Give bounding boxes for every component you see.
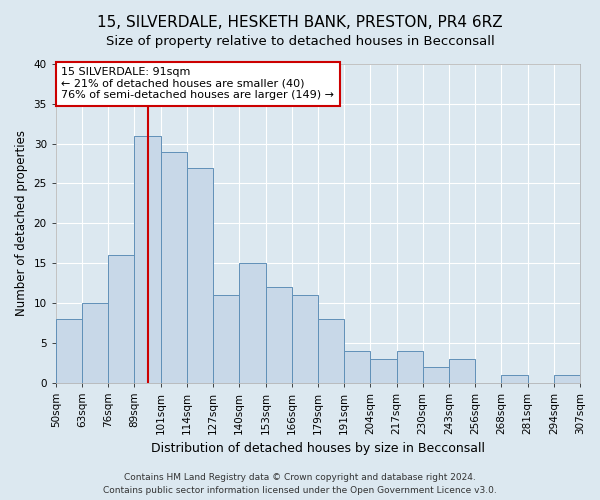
Bar	[108, 255, 134, 382]
Bar	[239, 263, 265, 382]
Bar	[554, 374, 580, 382]
Text: Contains HM Land Registry data © Crown copyright and database right 2024.
Contai: Contains HM Land Registry data © Crown c…	[103, 474, 497, 495]
Y-axis label: Number of detached properties: Number of detached properties	[15, 130, 28, 316]
Bar	[397, 350, 423, 382]
Bar	[502, 374, 527, 382]
Bar	[134, 136, 161, 382]
Text: 15 SILVERDALE: 91sqm
← 21% of detached houses are smaller (40)
76% of semi-detac: 15 SILVERDALE: 91sqm ← 21% of detached h…	[61, 67, 334, 100]
Bar	[449, 358, 475, 382]
Text: 15, SILVERDALE, HESKETH BANK, PRESTON, PR4 6RZ: 15, SILVERDALE, HESKETH BANK, PRESTON, P…	[97, 15, 503, 30]
Bar	[423, 366, 449, 382]
X-axis label: Distribution of detached houses by size in Becconsall: Distribution of detached houses by size …	[151, 442, 485, 455]
Bar	[187, 168, 213, 382]
Bar	[161, 152, 187, 382]
Bar	[292, 295, 318, 382]
Bar	[82, 303, 108, 382]
Bar	[370, 358, 397, 382]
Bar	[265, 287, 292, 382]
Text: Size of property relative to detached houses in Becconsall: Size of property relative to detached ho…	[106, 35, 494, 48]
Bar	[344, 350, 370, 382]
Bar	[318, 319, 344, 382]
Bar	[213, 295, 239, 382]
Bar	[56, 319, 82, 382]
